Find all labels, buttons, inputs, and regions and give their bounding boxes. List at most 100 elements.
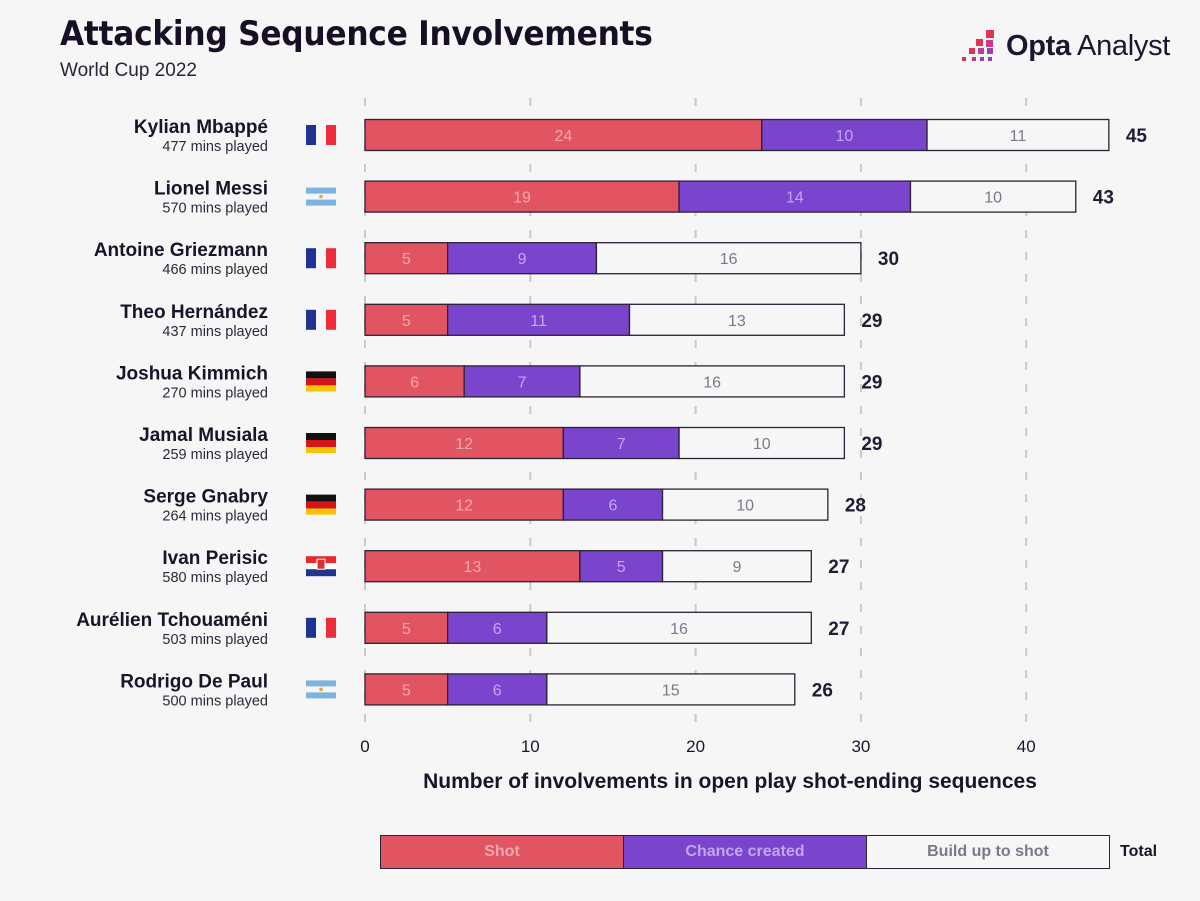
chart-title: Attacking Sequence Involvements	[60, 14, 653, 54]
x-tick-label: 20	[686, 737, 705, 756]
bar-value-label: 14	[786, 190, 804, 207]
bar-segment-chance	[562, 488, 664, 521]
bar-value-label: 13	[464, 559, 482, 576]
bar-total-label: 29	[861, 434, 882, 455]
bar-segment-chance	[562, 426, 680, 460]
bar-value-label: 11	[530, 313, 547, 330]
flag-argentina-icon	[306, 680, 336, 699]
x-axis-label: Number of involvements in open play shot…	[423, 770, 1037, 793]
chart-subtitle: World Cup 2022	[60, 60, 197, 81]
bar-segment-shot	[364, 611, 449, 644]
bar-segment-buildup	[661, 488, 829, 521]
player-name: Antoine Griezmann	[94, 240, 268, 261]
x-tick-label: 10	[521, 737, 540, 756]
player-name: Jamal Musiala	[139, 425, 268, 446]
bar-value-label: 6	[410, 374, 419, 391]
player-name: Rodrigo De Paul	[120, 671, 268, 692]
bar-value-label: 13	[728, 313, 746, 330]
bar-value-label: 10	[984, 190, 1002, 207]
bar-value-label: 5	[402, 621, 411, 638]
gridlines	[364, 98, 1028, 722]
flag-france-icon	[306, 309, 336, 330]
minutes-played: 270 mins played	[162, 385, 268, 401]
bar-segment-shot	[364, 180, 680, 213]
bar-segment-chance	[446, 611, 548, 644]
bar-value-label: 24	[554, 128, 572, 145]
x-tick-label: 40	[1017, 737, 1036, 756]
player-name: Joshua Kimmich	[116, 363, 268, 384]
legend-item-chance: Chance created	[623, 836, 866, 868]
bar-segment-chance	[446, 303, 631, 336]
bar-segment-shot	[364, 488, 565, 521]
bar-segment-buildup	[546, 611, 812, 644]
legend-label-buildup: Build up to shot	[927, 843, 1049, 860]
flag-france-icon	[306, 125, 336, 145]
bar-value-label: 9	[732, 559, 741, 576]
bar-segment-chance	[463, 365, 581, 398]
minutes-played: 259 mins played	[162, 447, 268, 463]
flag-germany-icon	[306, 433, 336, 453]
minutes-played: 477 mins played	[162, 139, 268, 155]
bar-value-label: 9	[518, 251, 527, 268]
x-axis-ticks: 0 10 20 30 40	[360, 737, 1035, 756]
opta-analyst-logo: Opta Analyst	[960, 24, 1170, 68]
bar-total-label: 43	[1093, 188, 1114, 209]
bar-total-label: 27	[828, 557, 849, 578]
player-name: Aurélien Tchouaméni	[76, 610, 268, 631]
player-name: Lionel Messi	[154, 179, 268, 200]
flag-france-icon	[306, 617, 336, 638]
bar-value-label: 12	[455, 436, 473, 453]
player-name: Theo Hernández	[120, 302, 268, 323]
bar-value-label: 6	[493, 682, 502, 699]
player-name: Ivan Perisic	[162, 548, 268, 569]
legend-total-label: Total	[1120, 843, 1158, 860]
bar-segment-shot	[364, 242, 449, 275]
player-name: Serge Gnabry	[143, 487, 268, 508]
flag-france-icon	[306, 248, 336, 269]
bar-segment-buildup	[579, 365, 846, 398]
bar-total-label: 28	[845, 496, 866, 517]
bar-value-label: 6	[608, 498, 617, 515]
bar-value-label: 10	[753, 436, 771, 453]
bar-value-label: 5	[617, 559, 626, 576]
bar-total-label: 45	[1126, 126, 1148, 147]
flag-germany-icon	[306, 371, 336, 392]
legend-item-buildup: Build up to shot	[866, 836, 1109, 868]
bar-segment-buildup	[909, 180, 1077, 213]
bar-value-label: 7	[518, 374, 527, 391]
minutes-played: 500 mins played	[162, 693, 268, 709]
bar-segment-buildup	[595, 242, 862, 275]
minutes-played: 570 mins played	[162, 201, 268, 217]
bar-segment-buildup	[678, 426, 846, 460]
minutes-played: 580 mins played	[162, 570, 268, 586]
player-name: Kylian Mbappé	[134, 117, 268, 138]
bar-total-label: 29	[861, 311, 882, 332]
bar-segment-chance	[446, 673, 548, 706]
bar-total-label: 26	[812, 680, 833, 701]
bar-value-label: 5	[402, 682, 411, 699]
bar-segment-shot	[364, 118, 763, 152]
bar-value-label: 7	[617, 436, 626, 453]
legend-label-shot: Shot	[484, 843, 520, 860]
logo-wordmark: Opta Analyst	[1006, 30, 1170, 63]
flag-croatia-icon	[306, 556, 336, 577]
opta-logo-icon	[962, 30, 994, 61]
bar-segment-buildup	[628, 303, 846, 336]
bar-value-label: 5	[402, 313, 411, 330]
bar-value-label: 12	[455, 498, 473, 515]
bar-segment-buildup	[546, 673, 796, 706]
bar-segment-buildup	[926, 118, 1110, 152]
minutes-played: 503 mins played	[162, 632, 268, 648]
bar-value-label: 16	[670, 621, 688, 638]
bar-value-label: 15	[662, 682, 680, 699]
minutes-played: 466 mins played	[162, 262, 268, 278]
